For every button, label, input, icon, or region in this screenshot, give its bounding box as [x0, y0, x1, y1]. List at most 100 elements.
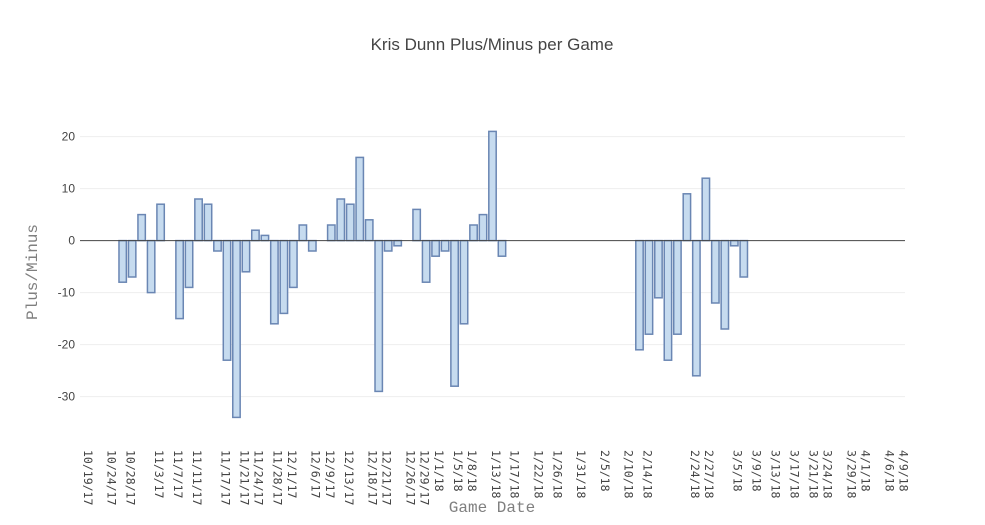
y-tick-label: -10 [58, 286, 76, 300]
bar [137, 213, 147, 242]
x-tick-label: 11/17/17 [219, 450, 233, 505]
x-tick-label: 1/22/18 [531, 450, 545, 499]
x-tick-label: 11/24/17 [252, 450, 266, 505]
x-tick-label: 1/8/18 [465, 450, 479, 492]
x-tick-label: 12/26/17 [403, 450, 417, 505]
bar [203, 203, 213, 242]
y-tick-label: -30 [58, 390, 76, 404]
x-axis-ticks: 10/19/17 10/24/17 10/28/17 11/3/17 11/7/17 11… [81, 450, 911, 505]
x-tick-label: 12/21/17 [380, 450, 394, 505]
bar [118, 239, 128, 283]
x-tick-label: 11/28/17 [271, 450, 285, 505]
x-tick-label: 2/14/18 [640, 450, 654, 499]
bar [691, 239, 701, 377]
bar [654, 239, 663, 299]
x-tick-label: 4/9/18 [897, 450, 911, 492]
bar [260, 234, 270, 242]
bar [682, 193, 692, 242]
bar [635, 239, 644, 351]
bar [459, 239, 469, 325]
bar [184, 239, 194, 289]
bar [383, 239, 393, 252]
x-tick-label: 12/1/17 [285, 450, 299, 499]
x-tick-label: 3/24/18 [821, 450, 835, 499]
x-tick-label: 1/5/18 [451, 450, 465, 492]
x-tick-label: 3/13/18 [769, 450, 783, 499]
bar [374, 239, 384, 393]
bar [710, 239, 720, 304]
bar [729, 239, 739, 247]
bar [213, 239, 222, 252]
x-tick-label: 1/17/18 [508, 450, 522, 499]
bar [241, 239, 251, 273]
bar [421, 239, 431, 283]
bar [156, 203, 166, 242]
x-tick-label: 1/13/18 [489, 450, 503, 499]
x-tick-label: 11/21/17 [237, 450, 251, 505]
x-tick-label: 3/17/18 [787, 450, 801, 499]
y-axis-title: Plus/Minus [24, 224, 42, 320]
y-axis-ticks: -30 -20 -10 0 10 20 [58, 130, 76, 404]
x-tick-label: 10/24/17 [105, 450, 119, 505]
bar [469, 224, 478, 242]
bar [701, 177, 711, 242]
x-tick-label: 2/24/18 [688, 450, 702, 499]
x-tick-label: 4/1/18 [859, 450, 873, 492]
x-tick-label: 3/5/18 [731, 450, 745, 492]
bar [488, 130, 497, 242]
bar [440, 239, 450, 252]
bar [127, 239, 137, 278]
bar [355, 156, 365, 242]
x-tick-label: 12/9/17 [323, 450, 337, 499]
y-tick-label: 20 [62, 130, 76, 144]
bars [118, 130, 749, 419]
x-tick-label: 11/11/17 [190, 450, 204, 505]
x-tick-label: 2/5/18 [598, 450, 612, 492]
x-tick-label: 12/13/17 [342, 450, 356, 505]
bar [345, 203, 355, 242]
bar [450, 239, 460, 387]
bar [269, 239, 279, 325]
bar [298, 224, 308, 242]
bar [326, 224, 336, 242]
x-tick-label: 11/7/17 [171, 450, 185, 499]
bar [222, 239, 232, 361]
x-tick-label: 12/18/17 [365, 450, 379, 505]
x-tick-label: 3/29/18 [844, 450, 858, 499]
x-tick-label: 12/6/17 [309, 450, 323, 499]
bar [307, 239, 317, 252]
bar [336, 198, 346, 242]
bar [663, 239, 673, 361]
y-tick-label: -20 [58, 338, 76, 352]
bar [720, 239, 730, 330]
bar [288, 239, 298, 289]
bar [194, 198, 203, 242]
x-tick-label: 4/6/18 [882, 450, 896, 492]
bar [478, 213, 488, 242]
x-tick-label: 3/21/18 [806, 450, 820, 499]
x-tick-label: 1/1/18 [432, 450, 446, 492]
x-tick-label: 1/26/18 [550, 450, 564, 499]
y-tick-label: 10 [62, 182, 76, 196]
x-tick-label: 3/9/18 [750, 450, 764, 492]
bar [364, 219, 374, 242]
y-tick-label: 0 [68, 234, 75, 248]
bar [644, 239, 654, 335]
x-tick-label: 10/28/17 [124, 450, 138, 505]
bar [250, 229, 260, 242]
bar [279, 239, 289, 315]
x-tick-label: 1/31/18 [574, 450, 588, 499]
bar [739, 239, 749, 278]
bar [431, 239, 441, 257]
bar [175, 239, 185, 320]
chart-title: Kris Dunn Plus/Minus per Game [371, 35, 614, 54]
bar [672, 239, 682, 335]
x-tick-label: 11/3/17 [152, 450, 166, 499]
bar [412, 208, 422, 242]
x-tick-label: 10/19/17 [81, 450, 95, 505]
x-axis-title: Game Date [449, 499, 535, 517]
x-tick-label: 12/29/17 [418, 450, 432, 505]
bar [232, 239, 241, 419]
bar [393, 239, 403, 247]
